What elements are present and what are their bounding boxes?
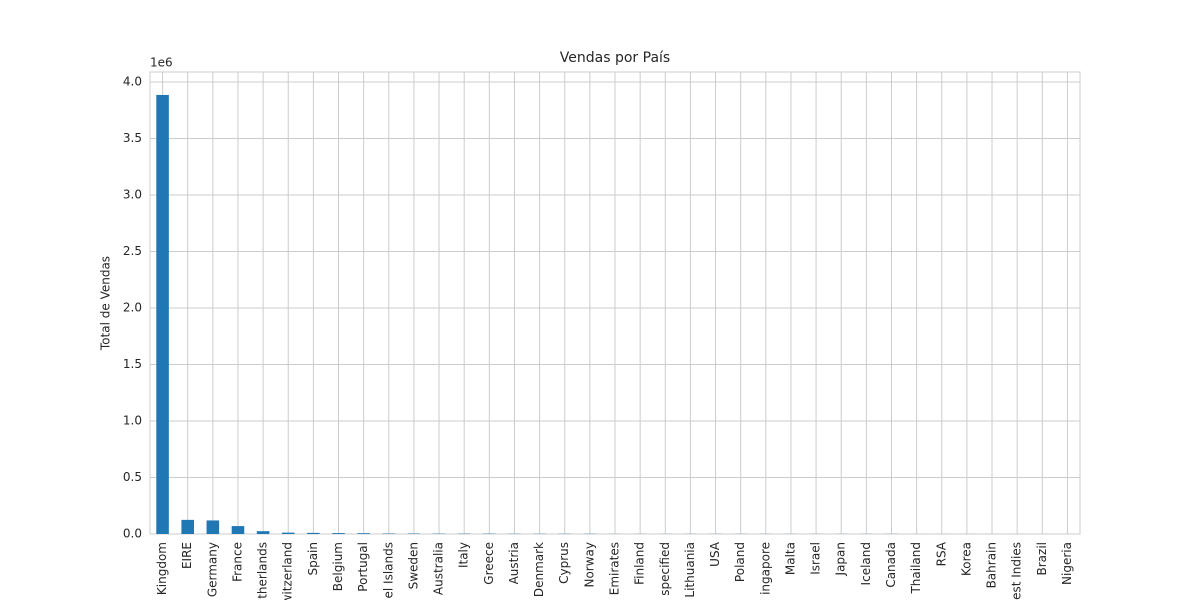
x-tick-label: RSA xyxy=(934,541,948,566)
y-tick-label: 1.0 xyxy=(123,413,142,427)
x-tick-label: Lithuania xyxy=(683,542,697,598)
bar xyxy=(231,526,245,534)
x-tick-label: Norway xyxy=(582,542,596,588)
x-tick-label: Italy xyxy=(457,542,471,568)
bar xyxy=(332,533,345,534)
bar xyxy=(281,532,295,534)
x-tick-label: Kingdom xyxy=(155,542,169,595)
x-tick-label: France xyxy=(230,542,244,582)
x-tick-label: Bahrain xyxy=(985,542,999,588)
x-tick-label: USA xyxy=(708,541,722,567)
x-tick-label: est Indies xyxy=(1010,542,1024,600)
x-tick-label: Malta xyxy=(783,542,797,575)
x-tick-label: Sweden xyxy=(406,542,420,589)
y-tick-label: 1.5 xyxy=(123,357,142,371)
x-tick-label: Nigeria xyxy=(1060,542,1074,585)
x-tick-label: Canada xyxy=(884,542,898,588)
y-tick-label: 0.5 xyxy=(123,470,142,484)
x-tick-label: el Islands xyxy=(381,542,395,598)
x-tick-label: ingapore xyxy=(758,542,772,595)
chart-title: Vendas por País xyxy=(560,50,670,66)
y-axis-label: Total de Vendas xyxy=(99,256,113,351)
x-tick-label: Japan xyxy=(834,542,848,576)
y-tick-label: 3.5 xyxy=(123,131,142,145)
x-tick-label: EIRE xyxy=(180,542,194,569)
x-tick-label: Portugal xyxy=(356,542,370,592)
bar xyxy=(181,519,194,534)
x-tick-label: Greece xyxy=(482,542,496,585)
x-tick-label: Israel xyxy=(809,542,823,575)
bar xyxy=(307,532,320,534)
bar xyxy=(256,531,270,534)
y-tick-label: 4.0 xyxy=(123,74,142,88)
bar xyxy=(156,94,169,535)
x-tick-label: witzerland xyxy=(281,542,295,600)
x-tick-label: Spain xyxy=(306,542,320,576)
x-tick-label: Thailand xyxy=(909,542,923,595)
x-tick-label: Germany xyxy=(205,542,219,597)
x-tick-label: therlands xyxy=(256,542,270,599)
x-tick-label: Australia xyxy=(432,542,446,595)
x-tick-label: Iceland xyxy=(859,542,873,585)
y-tick-label: 3.0 xyxy=(123,187,142,201)
y-tick-label: 0.0 xyxy=(123,527,142,541)
x-tick-label: Austria xyxy=(507,542,521,584)
x-tick-label: Finland xyxy=(633,542,647,585)
x-tick-label: Brazil xyxy=(1035,542,1049,576)
axis-offset: 1e6 xyxy=(150,56,173,70)
y-tick-label: 2.5 xyxy=(123,244,142,258)
y-tick-label: 2.0 xyxy=(123,300,142,314)
x-tick-label: Poland xyxy=(733,542,747,582)
x-tick-label: Cyprus xyxy=(557,542,571,584)
bar xyxy=(357,533,370,534)
x-tick-label: Korea xyxy=(959,542,973,576)
x-tick-label: Denmark xyxy=(532,542,546,597)
bar xyxy=(206,520,220,534)
x-tick-label: Belgium xyxy=(331,542,345,591)
x-tick-label: specified xyxy=(658,542,672,596)
x-tick-label: Emirates xyxy=(608,542,622,595)
